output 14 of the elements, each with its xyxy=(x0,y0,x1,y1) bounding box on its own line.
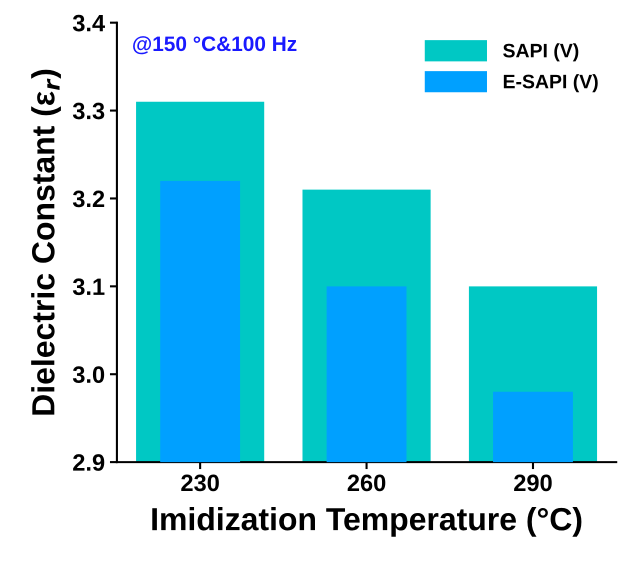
x-tick-label: 230 xyxy=(181,474,219,492)
y-axis-title: Dielectric Constant (ε$_{r}$) xyxy=(31,70,61,415)
x-axis-title: Imidization Temperature (°C) xyxy=(152,507,582,537)
y-tick-label: 3.0 xyxy=(72,366,104,384)
y-tick-label: 3.1 xyxy=(72,278,104,296)
y-tick-label: 2.9 xyxy=(73,454,104,471)
y-tick-label: 3.4 xyxy=(72,14,105,32)
x-tick-label: 260 xyxy=(348,474,386,492)
legend-label: E-SAPI (V) xyxy=(504,74,598,92)
annotation: @150 °C&100 Hz xyxy=(133,36,296,54)
legend-label: SAPI (V) xyxy=(503,43,578,62)
y-tick-label: 3.3 xyxy=(72,102,104,120)
y-tick-label: 3.2 xyxy=(72,190,104,208)
x-tick-label: 290 xyxy=(514,474,552,492)
